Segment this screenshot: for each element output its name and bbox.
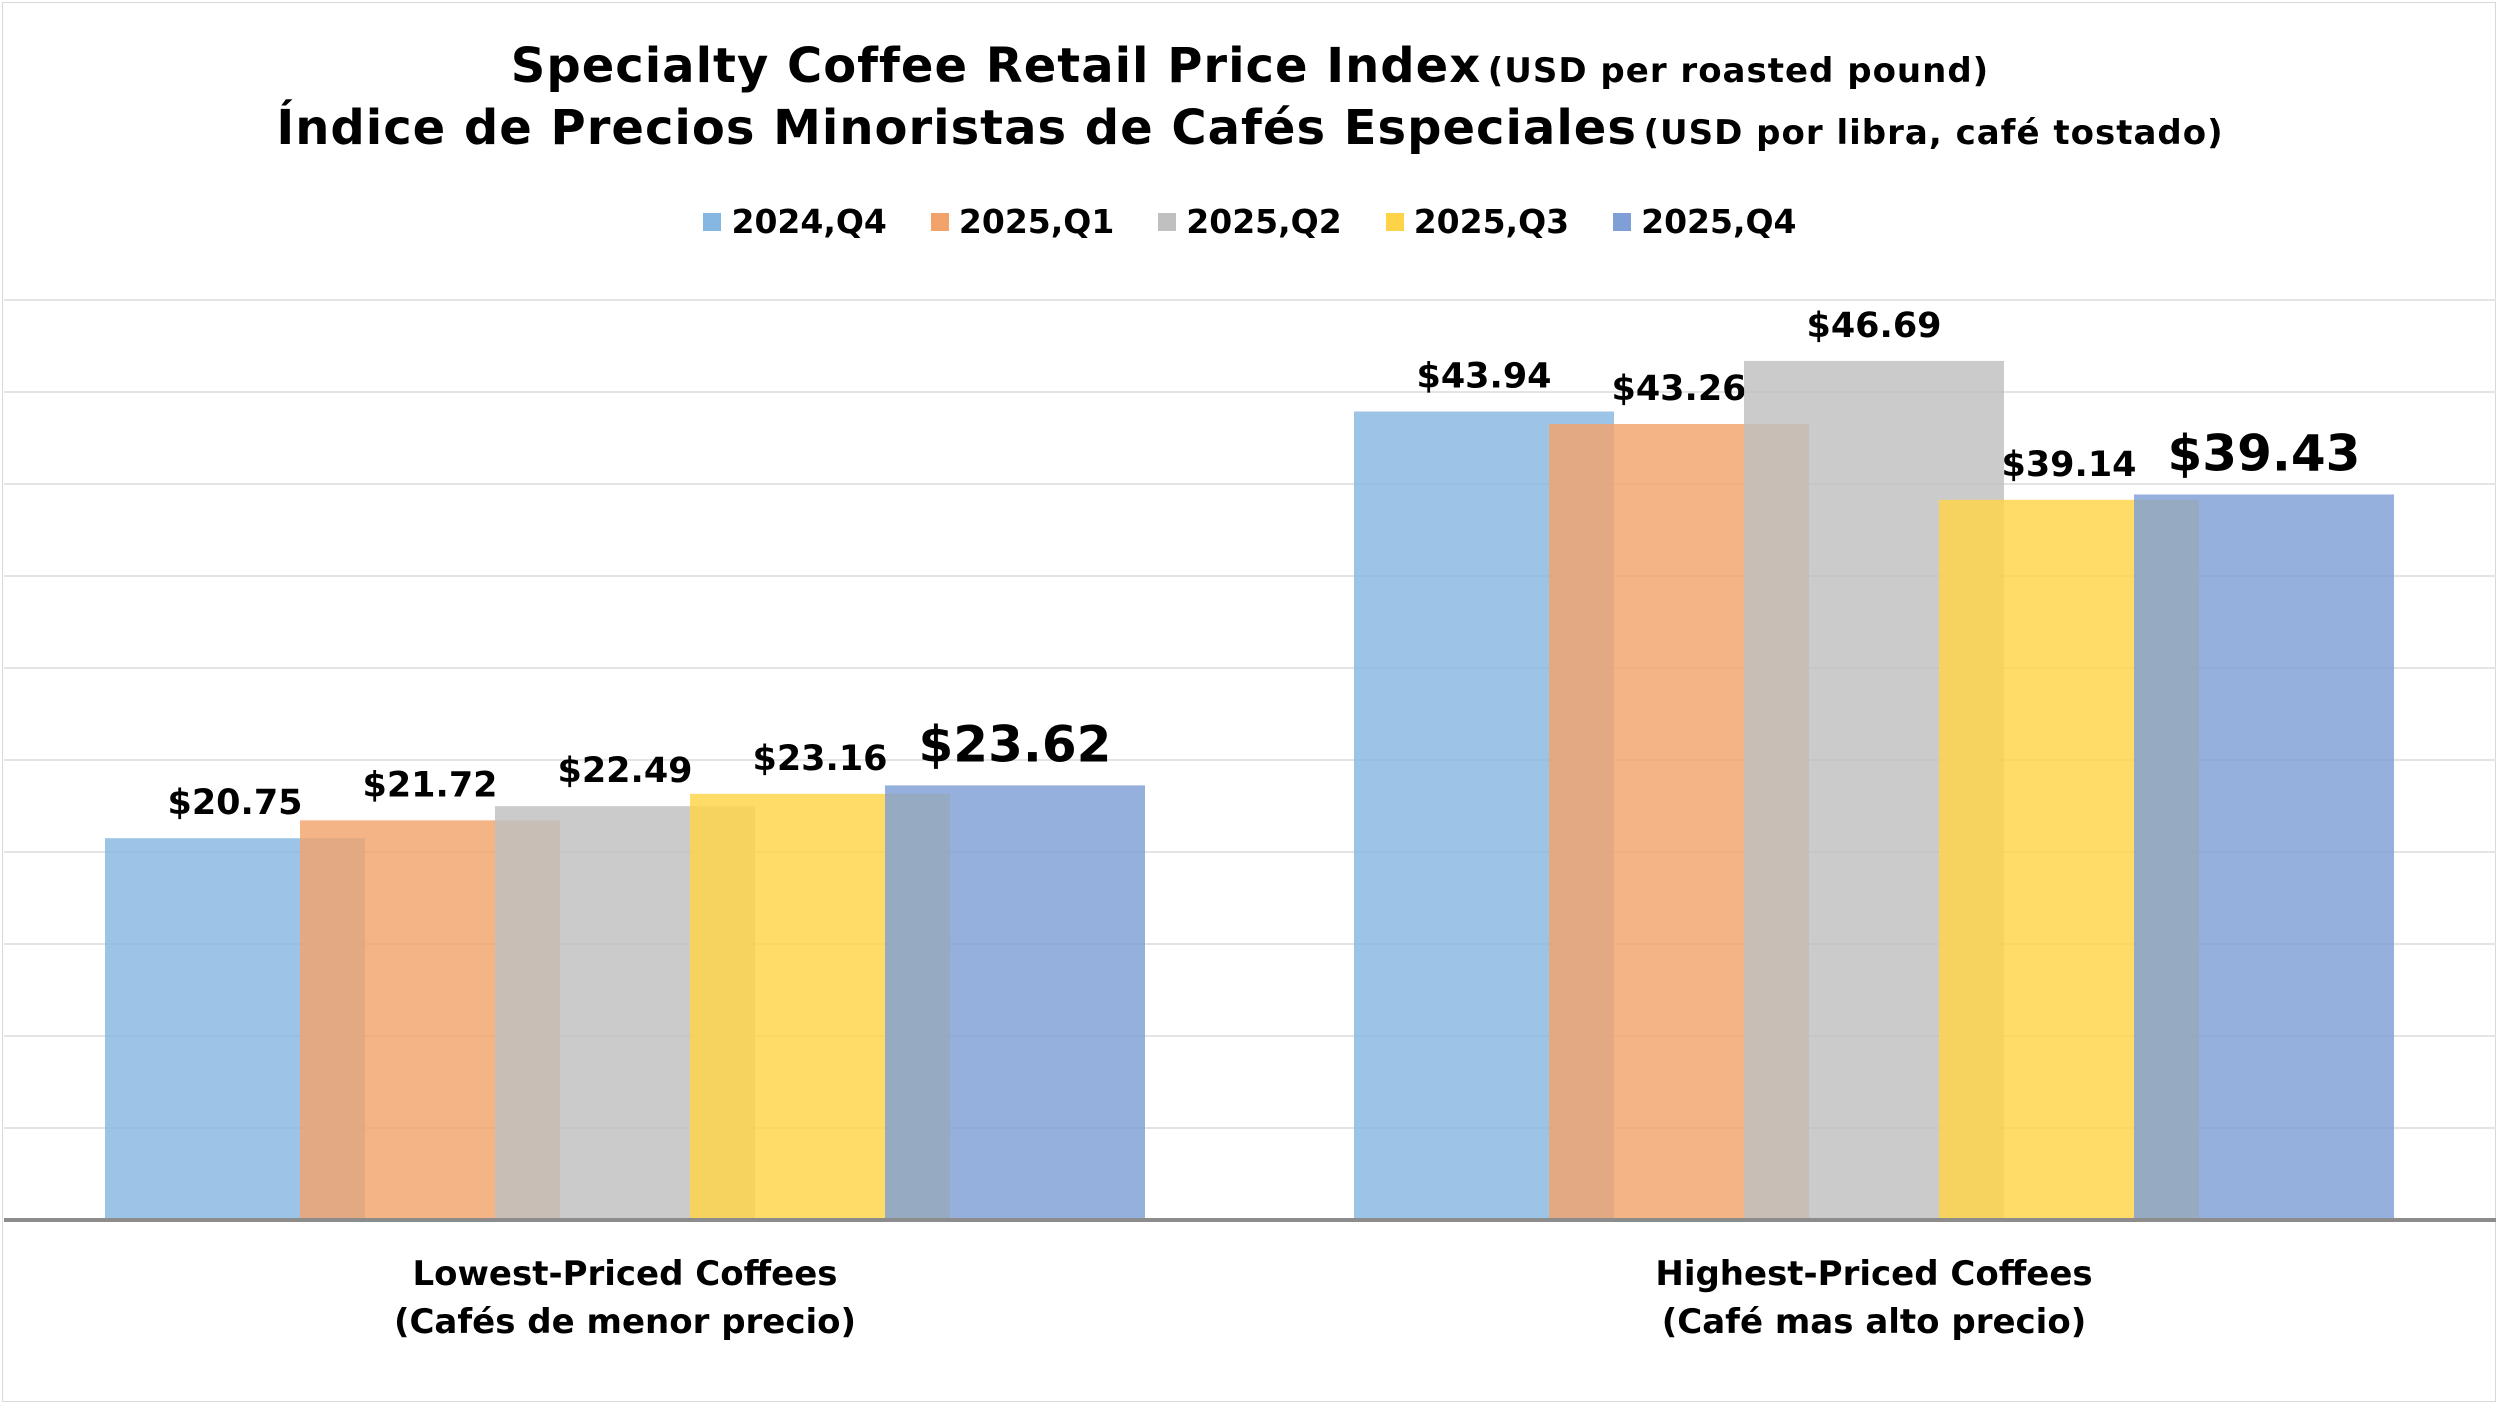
legend-label-1: 2025,Q1 [958,202,1115,241]
data-label-1-1: $43.26 [1611,369,1746,409]
legend-label-2: 2025,Q2 [1186,202,1342,241]
legend-item-4: 2025,Q4 [1613,202,1797,241]
legend-swatch-4 [1613,212,1632,231]
data-label-0-0: $20.75 [167,783,302,823]
chart-title-spanish: Índice de Precios Minoristas de Cafés Es… [0,100,2500,156]
chart-title-english: Specialty Coffee Retail Price Index (USD… [0,38,2500,94]
title-main-spanish: Índice de Precios Minoristas de Cafés Es… [276,100,1637,156]
data-label-0-4: $23.62 [919,715,1112,773]
bar-0-4 [885,785,1145,1220]
data-label-0-3: $23.16 [752,739,887,779]
category-label-0-1: (Cafés de menor precio) [394,1302,856,1342]
legend-label-4: 2025,Q4 [1641,202,1797,241]
legend-swatch-1 [930,212,949,231]
data-label-1-3: $39.14 [2001,445,2136,485]
data-label-0-2: $22.49 [557,751,692,791]
data-label-1-4: $39.43 [2168,424,2361,482]
data-label-0-1: $21.72 [362,765,497,805]
category-label-1-1: (Café mas alto precio) [1662,1302,2087,1342]
legend-item-2: 2025,Q2 [1158,202,1342,241]
title-unit-english: (USD per roasted pound) [1487,51,1990,91]
chart-legend: 2024,Q4 2025,Q1 2025,Q2 2025,Q3 2025,Q4 [0,202,2500,241]
legend-item-1: 2025,Q1 [930,202,1115,241]
category-label-0-0: Lowest-Priced Coffees [412,1254,837,1294]
data-label-1-0: $43.94 [1416,357,1551,397]
category-label-1-0: Highest-Priced Coffees [1655,1254,2092,1294]
legend-item-3: 2025,Q3 [1385,202,1570,241]
legend-item-0: 2024,Q4 [703,202,887,241]
bar-1-4 [2134,494,2394,1220]
legend-swatch-2 [1158,212,1177,231]
legend-swatch-0 [703,212,722,231]
legend-label-0: 2024,Q4 [731,202,887,241]
legend-swatch-3 [1385,212,1404,231]
data-label-1-2: $46.69 [1806,306,1941,346]
legend-label-3: 2025,Q3 [1413,202,1570,241]
title-unit-spanish: (USD por libra, café tostado) [1643,113,2224,153]
title-main-english: Specialty Coffee Retail Price Index [510,38,1482,94]
